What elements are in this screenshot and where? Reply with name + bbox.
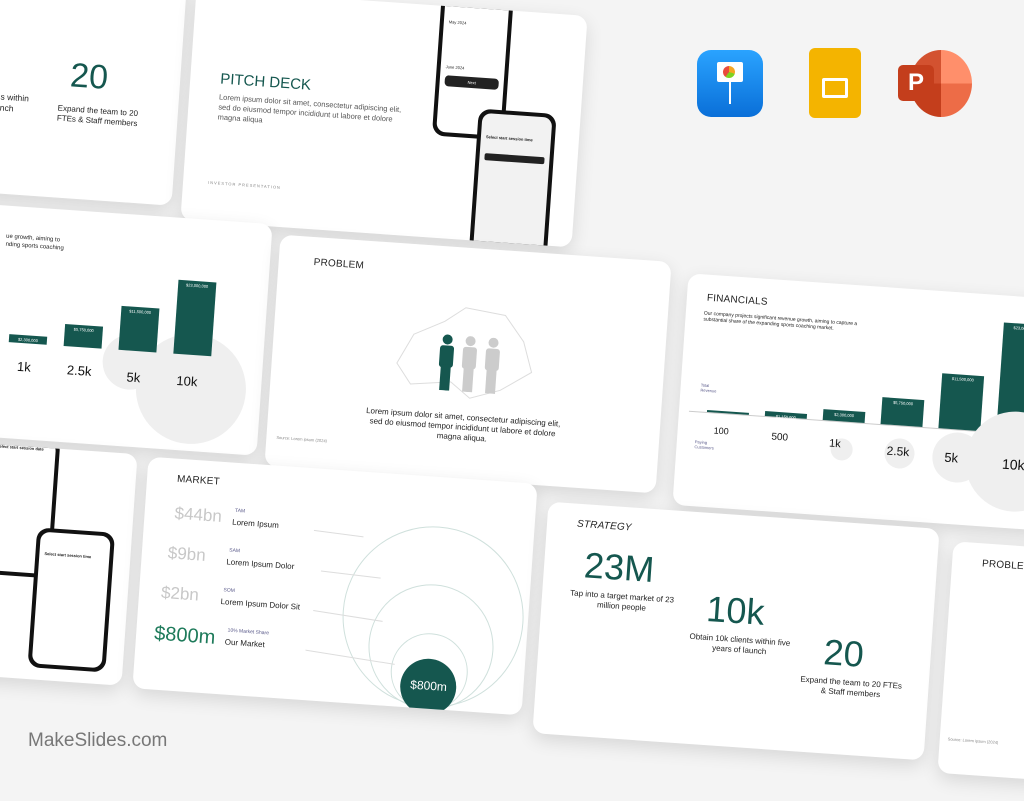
customers-axis-label: Paying Customers bbox=[694, 439, 714, 451]
market-tag: SAM bbox=[229, 547, 241, 555]
person-icon bbox=[461, 336, 477, 393]
problem-title: PROBLEM bbox=[981, 558, 1024, 573]
person-icon bbox=[484, 337, 500, 394]
phone-mockup: Select start session time bbox=[27, 527, 116, 673]
financials-body: ue growth, aiming to nding sports coachi… bbox=[5, 233, 65, 252]
slide-problem-partial[interactable]: PROBLEM Source: Lorem ipsum (2024) bbox=[937, 541, 1024, 801]
strategy-title: STRATEGY bbox=[576, 518, 633, 534]
customers-label: 10k bbox=[175, 372, 198, 390]
customers-label: 5k bbox=[126, 369, 141, 386]
powerpoint-icon: P bbox=[898, 50, 972, 117]
market-tag: SOM bbox=[223, 587, 236, 595]
pitch-footer: INVESTOR PRESENTATION bbox=[207, 179, 282, 190]
market-value: $44bn bbox=[174, 503, 223, 526]
stat-value: 20 bbox=[822, 631, 866, 675]
phone-next-button: Next bbox=[444, 75, 500, 90]
market-value: $800m bbox=[153, 622, 217, 649]
financials-body: Our company projects significant revenue… bbox=[703, 310, 858, 332]
market-title: MARKET bbox=[176, 473, 221, 488]
market-value: $9bn bbox=[167, 543, 207, 565]
slide-strategy[interactable]: STRATEGY 23M Tap into a target market of… bbox=[532, 501, 940, 761]
slide-phone-partial[interactable]: Select start session date Select start s… bbox=[0, 426, 138, 686]
market-label: Lorem Ipsum Dolor bbox=[226, 557, 295, 572]
google-slides-icon bbox=[809, 48, 861, 118]
market-circle-label: $800m bbox=[409, 677, 448, 695]
market-tag: TAM bbox=[234, 507, 246, 515]
bar: $23,000,000 bbox=[173, 279, 217, 357]
stat-text: Obtain 10k clients within five years of … bbox=[689, 631, 791, 657]
problem-source: Source: Lorem ipsum (2024) bbox=[947, 736, 999, 745]
stat-value: k bbox=[0, 20, 1, 60]
stat-text: Tap into a target market of 23 million p… bbox=[569, 588, 675, 613]
stat-value: 10k bbox=[705, 587, 766, 633]
bar: $2,300,000 bbox=[8, 334, 48, 345]
slide-problem[interactable]: PROBLEM Lorem ipsum dolor sit amet, cons… bbox=[264, 234, 672, 494]
slide-strategy-partial[interactable]: k s within nch 20 Expand the team to 20 … bbox=[0, 0, 188, 206]
problem-title: PROBLEM bbox=[313, 257, 365, 272]
pitch-title: PITCH DECK bbox=[219, 70, 312, 94]
customers-label: 10k bbox=[1001, 455, 1024, 474]
customers-label: 100 bbox=[713, 425, 730, 437]
financials-title: FINANCIALS bbox=[706, 292, 769, 308]
stat-text: s within nch bbox=[0, 91, 30, 114]
market-circles bbox=[305, 526, 524, 715]
phone-month: May 2024 bbox=[448, 19, 467, 26]
slide-market[interactable]: MARKET $800m $44bn TAM Lorem Ipsum $9bn S… bbox=[132, 456, 538, 716]
customers-label: 2.5k bbox=[886, 443, 910, 460]
revenue-bar: $5,750,000 bbox=[880, 396, 925, 428]
phone-title: Select start session date bbox=[0, 443, 44, 452]
slide-financials-partial[interactable]: ue growth, aiming to nding sports coachi… bbox=[0, 196, 273, 456]
market-value: $2bn bbox=[160, 582, 200, 605]
phone-month: June 2024 bbox=[445, 64, 465, 71]
market-label: Our Market bbox=[224, 637, 266, 650]
phone-title: Select start session time bbox=[44, 550, 92, 560]
phone-mockup: Select start session time bbox=[468, 108, 557, 248]
revenue-bar: $11,500,000 bbox=[938, 373, 985, 432]
slide-pitch-deck[interactable]: PITCH DECK Lorem ipsum dolor sit amet, c… bbox=[180, 0, 588, 248]
pitch-body: Lorem ipsum dolor sit amet, consectetur … bbox=[217, 92, 402, 125]
market-label: Lorem Ipsum Dolor Sit bbox=[220, 597, 301, 612]
stat-value: 20 bbox=[68, 56, 110, 97]
problem-source: Source: Lorem ipsum (2024) bbox=[276, 434, 328, 444]
stat-text: Expand the team to 20 FTEs & Staff membe… bbox=[56, 103, 139, 129]
market-tag: 10% Market Share bbox=[227, 627, 270, 637]
map-outline-icon bbox=[396, 307, 533, 399]
phone-title: Select start session date bbox=[450, 0, 498, 9]
phone-title: Select start session time bbox=[485, 134, 533, 143]
slide-financials[interactable]: FINANCIALS Our company projects signific… bbox=[672, 273, 1024, 533]
revenue-bar: $1,150,000 bbox=[764, 410, 808, 420]
customers-label: 5k bbox=[943, 449, 959, 466]
customers-label: 1k bbox=[16, 358, 32, 375]
brand-watermark: MakeSlides.com bbox=[28, 730, 168, 751]
customers-label: 2.5k bbox=[66, 362, 92, 379]
market-label: Lorem Ipsum bbox=[231, 517, 280, 530]
bar: $5,750,000 bbox=[63, 324, 104, 349]
bar: $11,500,000 bbox=[118, 305, 160, 353]
keynote-icon bbox=[697, 50, 763, 117]
person-icon bbox=[438, 334, 455, 391]
revenue-label: Total Revenue bbox=[700, 382, 717, 394]
customers-label: 1k bbox=[828, 437, 842, 451]
customers-label: 500 bbox=[770, 431, 789, 444]
stat-text: Expand the team to 20 FTEs & Staff membe… bbox=[800, 674, 903, 700]
stat-value: 23M bbox=[582, 544, 656, 591]
